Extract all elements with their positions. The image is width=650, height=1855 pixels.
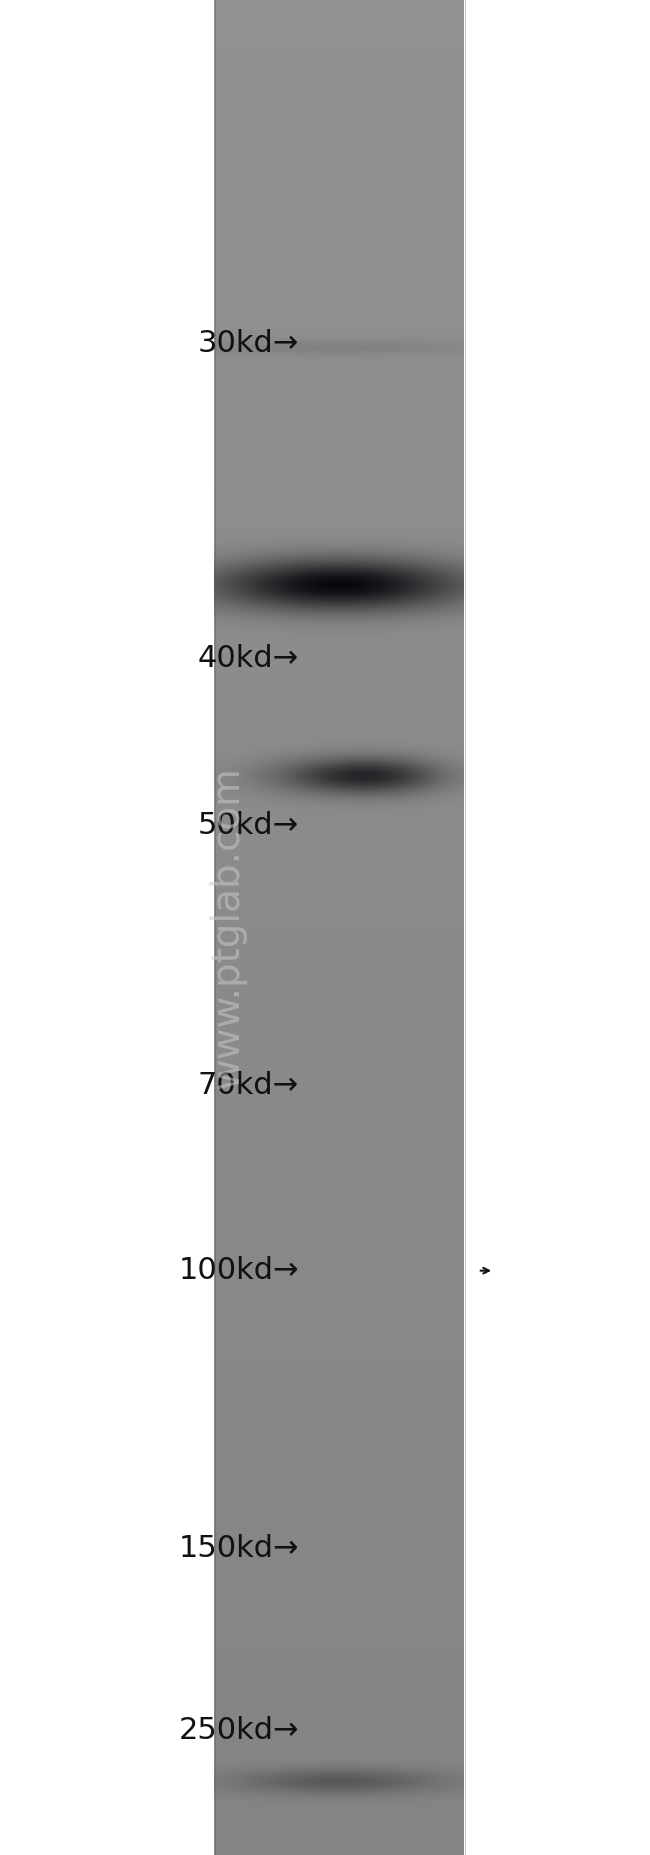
Text: 70kd→: 70kd→ [198, 1070, 299, 1100]
Text: 50kd→: 50kd→ [198, 811, 299, 840]
Text: 40kd→: 40kd→ [198, 644, 299, 673]
Text: 150kd→: 150kd→ [179, 1534, 299, 1564]
Text: 100kd→: 100kd→ [179, 1256, 299, 1286]
Text: 250kd→: 250kd→ [179, 1716, 299, 1746]
Text: 30kd→: 30kd→ [198, 328, 299, 358]
Text: www.ptglab.com: www.ptglab.com [209, 766, 246, 1089]
